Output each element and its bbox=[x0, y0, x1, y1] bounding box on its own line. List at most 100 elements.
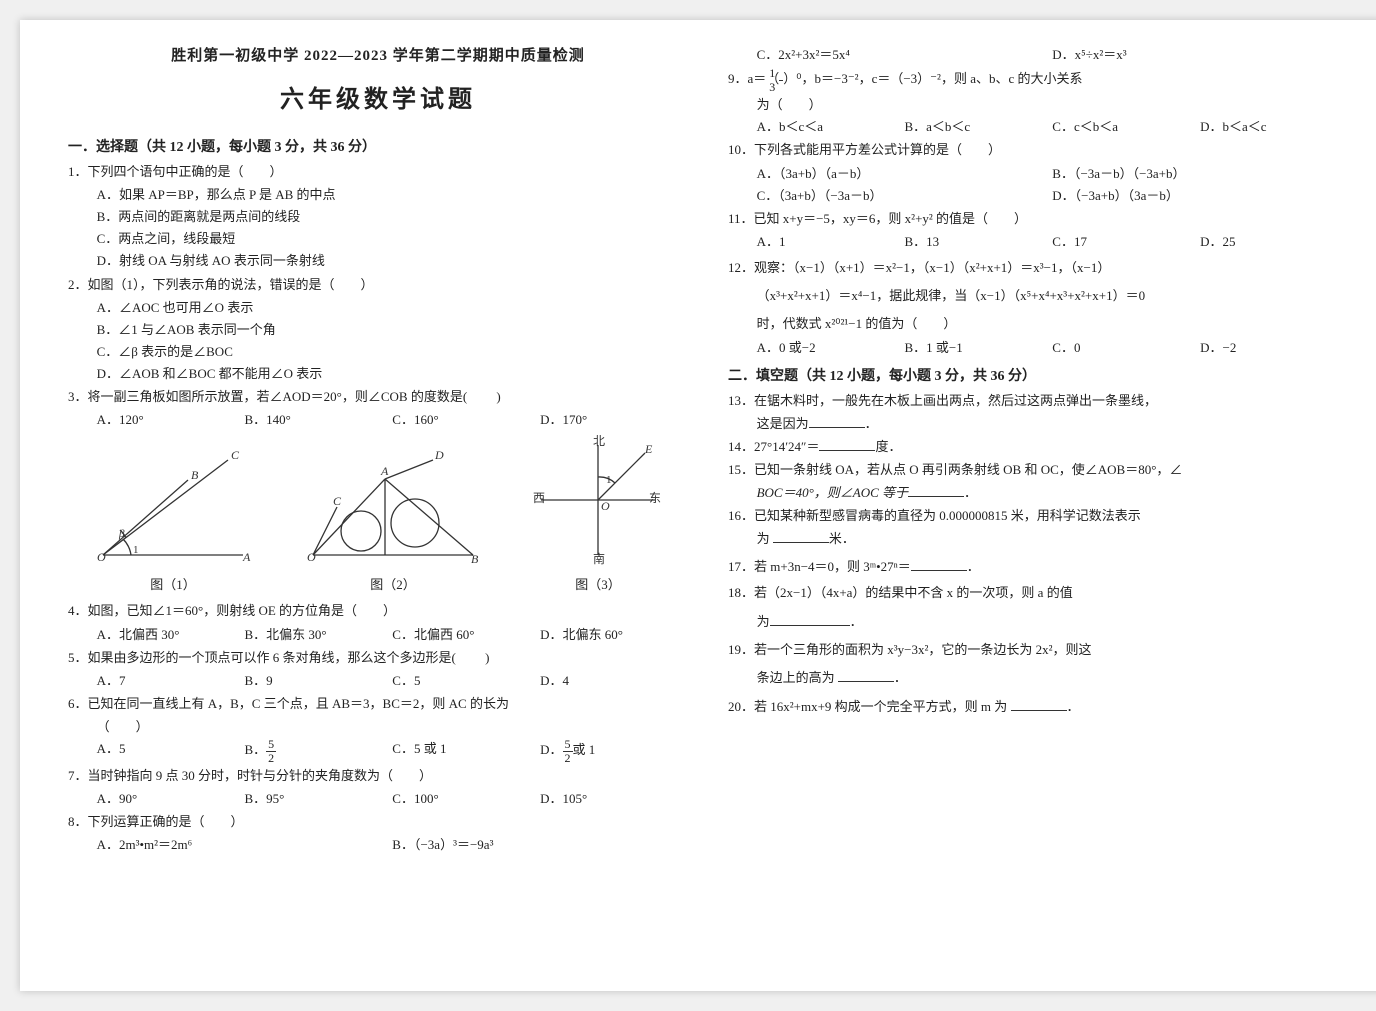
school-header: 胜利第一初级中学 2022—2023 学年第二学期期中质量检测 bbox=[68, 44, 688, 70]
q15-l2: BOC＝40°，则∠AOC 等于． bbox=[728, 482, 1348, 504]
svg-text:1: 1 bbox=[133, 544, 139, 556]
q7-optD: D．105° bbox=[540, 788, 688, 810]
figures-row: O A B C 1 β 图（1） bbox=[68, 435, 688, 596]
q8-optsCD: C．2x²+3x²＝5x⁴ D．x⁵÷x²＝x³ bbox=[728, 44, 1348, 66]
fig3-svg: 北 南 西 东 E O 1 bbox=[533, 435, 663, 565]
section-2-head: 二．填空题（共 12 小题，每小题 3 分，共 36 分） bbox=[728, 365, 1348, 389]
q1-stem: 1．下列四个语句中正确的是（ ） bbox=[68, 161, 688, 183]
q10-opts: A．（3a+b）（a－b） B．（−3a－b）（−3a+b） C．（3a+b）（… bbox=[728, 163, 1348, 207]
figure-1: O A B C 1 β 图（1） bbox=[93, 445, 253, 596]
q9-optB: B．a＜b＜c bbox=[904, 116, 1052, 138]
q11-stem: 11．已知 x+y＝−5，xy＝6，则 x²+y² 的值是（ ） bbox=[728, 208, 1348, 230]
blank-18 bbox=[770, 613, 850, 626]
q16-l2: 为 米． bbox=[728, 528, 1348, 550]
q5-optB: B．9 bbox=[244, 670, 392, 692]
q5-stem: 5．如果由多边形的一个顶点可以作 6 条对角线，那么这个多边形是( ) bbox=[68, 647, 688, 669]
q19-l2: 条边上的高为 ． bbox=[728, 664, 1348, 691]
figure-2: O B A D C 图（2） bbox=[303, 445, 483, 596]
q18-l1: 18．若（2x−1）（4x+a）的结果中不含 x 的一次项，则 a 的值 bbox=[728, 579, 1348, 606]
q3-optD: D．170° bbox=[540, 409, 688, 431]
blank-19 bbox=[838, 669, 894, 682]
svg-text:西: 西 bbox=[533, 491, 545, 505]
q13-l2: 这是因为． bbox=[728, 413, 1348, 435]
q1-optA: A．如果 AP＝BP，那么点 P 是 AB 的中点 bbox=[68, 184, 688, 206]
q10-optB: B．（−3a－b）（−3a+b） bbox=[1052, 163, 1348, 185]
q2-optA: A．∠AOC 也可用∠O 表示 bbox=[68, 297, 688, 319]
q12-optC: C．0 bbox=[1052, 337, 1200, 359]
q11-optD: D．25 bbox=[1200, 231, 1348, 253]
q6-optB: B．52 bbox=[244, 738, 392, 764]
q3-optB: B．140° bbox=[244, 409, 392, 431]
q8-optD: D．x⁵÷x²＝x³ bbox=[1052, 44, 1348, 66]
q8-stem: 8．下列运算正确的是（ ） bbox=[68, 811, 688, 833]
q1-optD: D．射线 OA 与射线 AO 表示同一条射线 bbox=[68, 250, 688, 272]
q2-optC: C．∠β 表示的是∠BOC bbox=[68, 341, 688, 363]
q9-optC: C．c＜b＜a bbox=[1052, 116, 1200, 138]
q12-l2: （x³+x²+x+1）＝x⁴−1，据此规律，当（x−1）（x⁵+x⁴+x³+x²… bbox=[728, 282, 1348, 309]
svg-text:B: B bbox=[471, 552, 479, 565]
q6-optD: D．52或 1 bbox=[540, 738, 688, 764]
q16-l1: 16．已知某种新型感冒病毒的直径为 0.000000815 米，用科学记数法表示 bbox=[728, 505, 1348, 527]
q4-optC: C．北偏西 60° bbox=[392, 624, 540, 646]
q1-optC: C．两点之间，线段最短 bbox=[68, 228, 688, 250]
q12-opts: A．0 或−2 B．1 或−1 C．0 D．−2 bbox=[728, 337, 1348, 359]
q5-opts: A．7 B．9 C．5 D．4 bbox=[68, 670, 688, 692]
q5-optD: D．4 bbox=[540, 670, 688, 692]
q3-optC: C．160° bbox=[392, 409, 540, 431]
blank-20 bbox=[1011, 698, 1067, 711]
q9-opts: A．b＜c＜a B．a＜b＜c C．c＜b＜a D．b＜a＜c bbox=[728, 116, 1348, 138]
fig1-label: 图（1） bbox=[93, 574, 253, 596]
q9-stem2: 为（ ） bbox=[728, 94, 1348, 116]
q13-l1: 13．在锯木料时，一般先在木板上画出两点，然后过这两点弹出一条墨线， bbox=[728, 390, 1348, 412]
blank-17 bbox=[911, 558, 967, 571]
q6-optC: C．5 或 1 bbox=[392, 738, 540, 764]
q4-stem: 4．如图，已知∠1＝60°，则射线 OE 的方位角是（ ） bbox=[68, 600, 688, 622]
blank-16 bbox=[773, 530, 829, 543]
svg-text:1: 1 bbox=[606, 474, 612, 486]
q11-optA: A．1 bbox=[757, 231, 905, 253]
q4-opts: A．北偏西 30° B．北偏东 30° C．北偏西 60° D．北偏东 60° bbox=[68, 624, 688, 646]
q11-optB: B．13 bbox=[904, 231, 1052, 253]
svg-text:北: 北 bbox=[593, 435, 605, 448]
right-column: C．2x²+3x²＝5x⁴ D．x⁵÷x²＝x³ 9．a＝（13）⁰，b＝−3⁻… bbox=[708, 44, 1360, 967]
blank-13 bbox=[809, 415, 865, 428]
q2-stem: 2．如图（1），下列表示角的说法，错误的是（ ） bbox=[68, 274, 688, 296]
q20: 20．若 16x²+mx+9 构成一个完全平方式，则 m 为 ． bbox=[728, 693, 1348, 720]
q12-optB: B．1 或−1 bbox=[904, 337, 1052, 359]
svg-text:B: B bbox=[191, 468, 199, 482]
svg-text:O: O bbox=[97, 550, 106, 564]
svg-text:C: C bbox=[333, 494, 342, 508]
q3-opts: A．120° B．140° C．160° D．170° bbox=[68, 409, 688, 431]
svg-text:A: A bbox=[380, 464, 389, 478]
q19-l1: 19．若一个三角形的面积为 x³y−3x²，它的一条边长为 2x²，则这 bbox=[728, 636, 1348, 663]
svg-text:C: C bbox=[231, 448, 240, 462]
q4-optD: D．北偏东 60° bbox=[540, 624, 688, 646]
q2-optD: D．∠AOB 和∠BOC 都不能用∠O 表示 bbox=[68, 363, 688, 385]
fig3-label: 图（3） bbox=[533, 574, 663, 596]
q12-l1: 12．观察：（x−1）（x+1）＝x²−1，（x−1）（x²+x+1）＝x³−1… bbox=[728, 254, 1348, 281]
q11-optC: C．17 bbox=[1052, 231, 1200, 253]
q1-optB: B．两点间的距离就是两点间的线段 bbox=[68, 206, 688, 228]
q11-opts: A．1 B．13 C．17 D．25 bbox=[728, 231, 1348, 253]
svg-text:D: D bbox=[434, 448, 444, 462]
section-1-head: 一．选择题（共 12 小题，每小题 3 分，共 36 分） bbox=[68, 136, 688, 160]
svg-text:A: A bbox=[242, 550, 251, 564]
q9-stem: 9．a＝（13）⁰，b＝−3⁻²，c＝（−3）⁻²，则 a、b、c 的大小关系 bbox=[728, 67, 1348, 93]
q17: 17．若 m+3n−4＝0，则 3ᵐ•27ⁿ＝． bbox=[728, 556, 1348, 578]
svg-text:东: 东 bbox=[649, 491, 661, 505]
q6-stem: 6．已知在同一直线上有 A，B，C 三个点，且 AB＝3，BC＝2，则 AC 的… bbox=[68, 693, 688, 715]
q12-l3: 时，代数式 x²⁰²¹−1 的值为（ ） bbox=[728, 310, 1348, 337]
q8-optA: A．2m³•m²＝2m⁶ bbox=[97, 834, 393, 856]
q14: 14．27°14′24″＝度． bbox=[728, 436, 1348, 458]
q10-optC: C．（3a+b）（−3a－b） bbox=[757, 185, 1053, 207]
q12-optA: A．0 或−2 bbox=[757, 337, 905, 359]
q10-stem: 10．下列各式能用平方差公式计算的是（ ） bbox=[728, 139, 1348, 161]
q8-optC: C．2x²+3x²＝5x⁴ bbox=[757, 44, 1053, 66]
q6-paren: （ ） bbox=[68, 716, 688, 738]
svg-text:O: O bbox=[601, 499, 610, 513]
svg-text:O: O bbox=[307, 550, 316, 564]
q8-optB: B．（−3a）³＝−9a³ bbox=[392, 834, 688, 856]
figure-3: 北 南 西 东 E O 1 图（3） bbox=[533, 435, 663, 596]
q7-stem: 7．当时钟指向 9 点 30 分时，时针与分针的夹角度数为（ ） bbox=[68, 765, 688, 787]
q5-optA: A．7 bbox=[97, 670, 245, 692]
